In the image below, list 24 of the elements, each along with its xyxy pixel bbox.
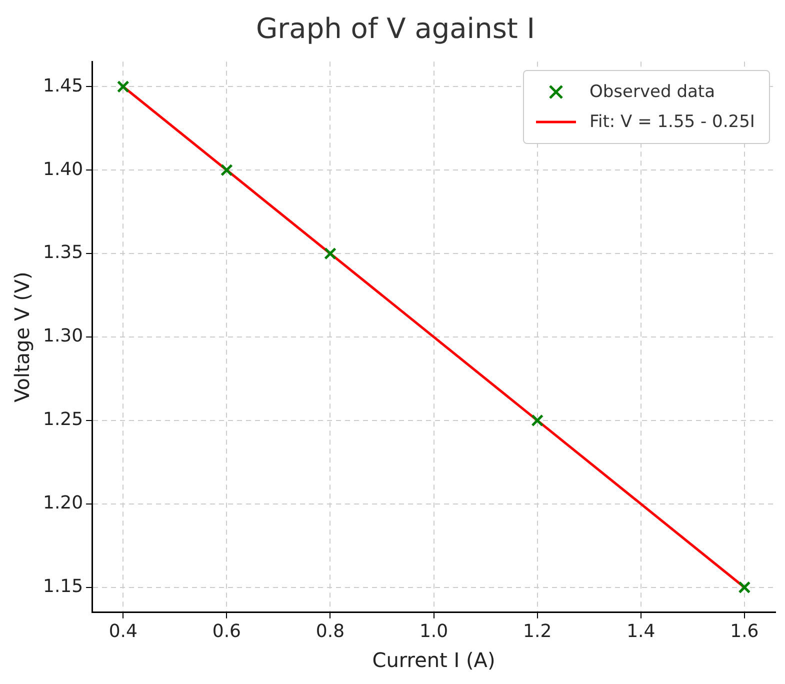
y-tick-label: 1.30 — [43, 326, 84, 347]
x-tick-label: 1.4 — [626, 620, 656, 642]
x-tick-label: 1.2 — [523, 620, 552, 642]
legend-label: Fit: V = 1.55 - 0.25I — [590, 112, 755, 132]
y-axis-title: Voltage V (V) — [10, 272, 34, 402]
x-tick-label: 0.6 — [212, 620, 242, 642]
x-tick-label: 1.6 — [730, 620, 759, 642]
chart-title: Graph of V against I — [256, 12, 536, 46]
point — [220, 164, 233, 176]
x-tick-label: 1.0 — [419, 620, 448, 642]
y-tick-label: 1.15 — [43, 576, 84, 598]
y-tick-label: 1.35 — [43, 242, 84, 264]
x-tick-label: 0.4 — [108, 620, 138, 642]
point — [324, 247, 336, 260]
point — [116, 80, 130, 93]
y-tick-label: 1.20 — [43, 492, 84, 514]
x-tick-label: 0.8 — [316, 620, 345, 642]
y-tick-label: 1.40 — [43, 158, 84, 180]
x-axis-title: Current I (A) — [372, 648, 496, 672]
y-tick-label: 1.25 — [43, 409, 84, 430]
point — [531, 414, 544, 427]
y-tick-label: 1.45 — [43, 75, 84, 96]
point — [738, 581, 751, 594]
legend-label: Observed data — [590, 82, 715, 102]
